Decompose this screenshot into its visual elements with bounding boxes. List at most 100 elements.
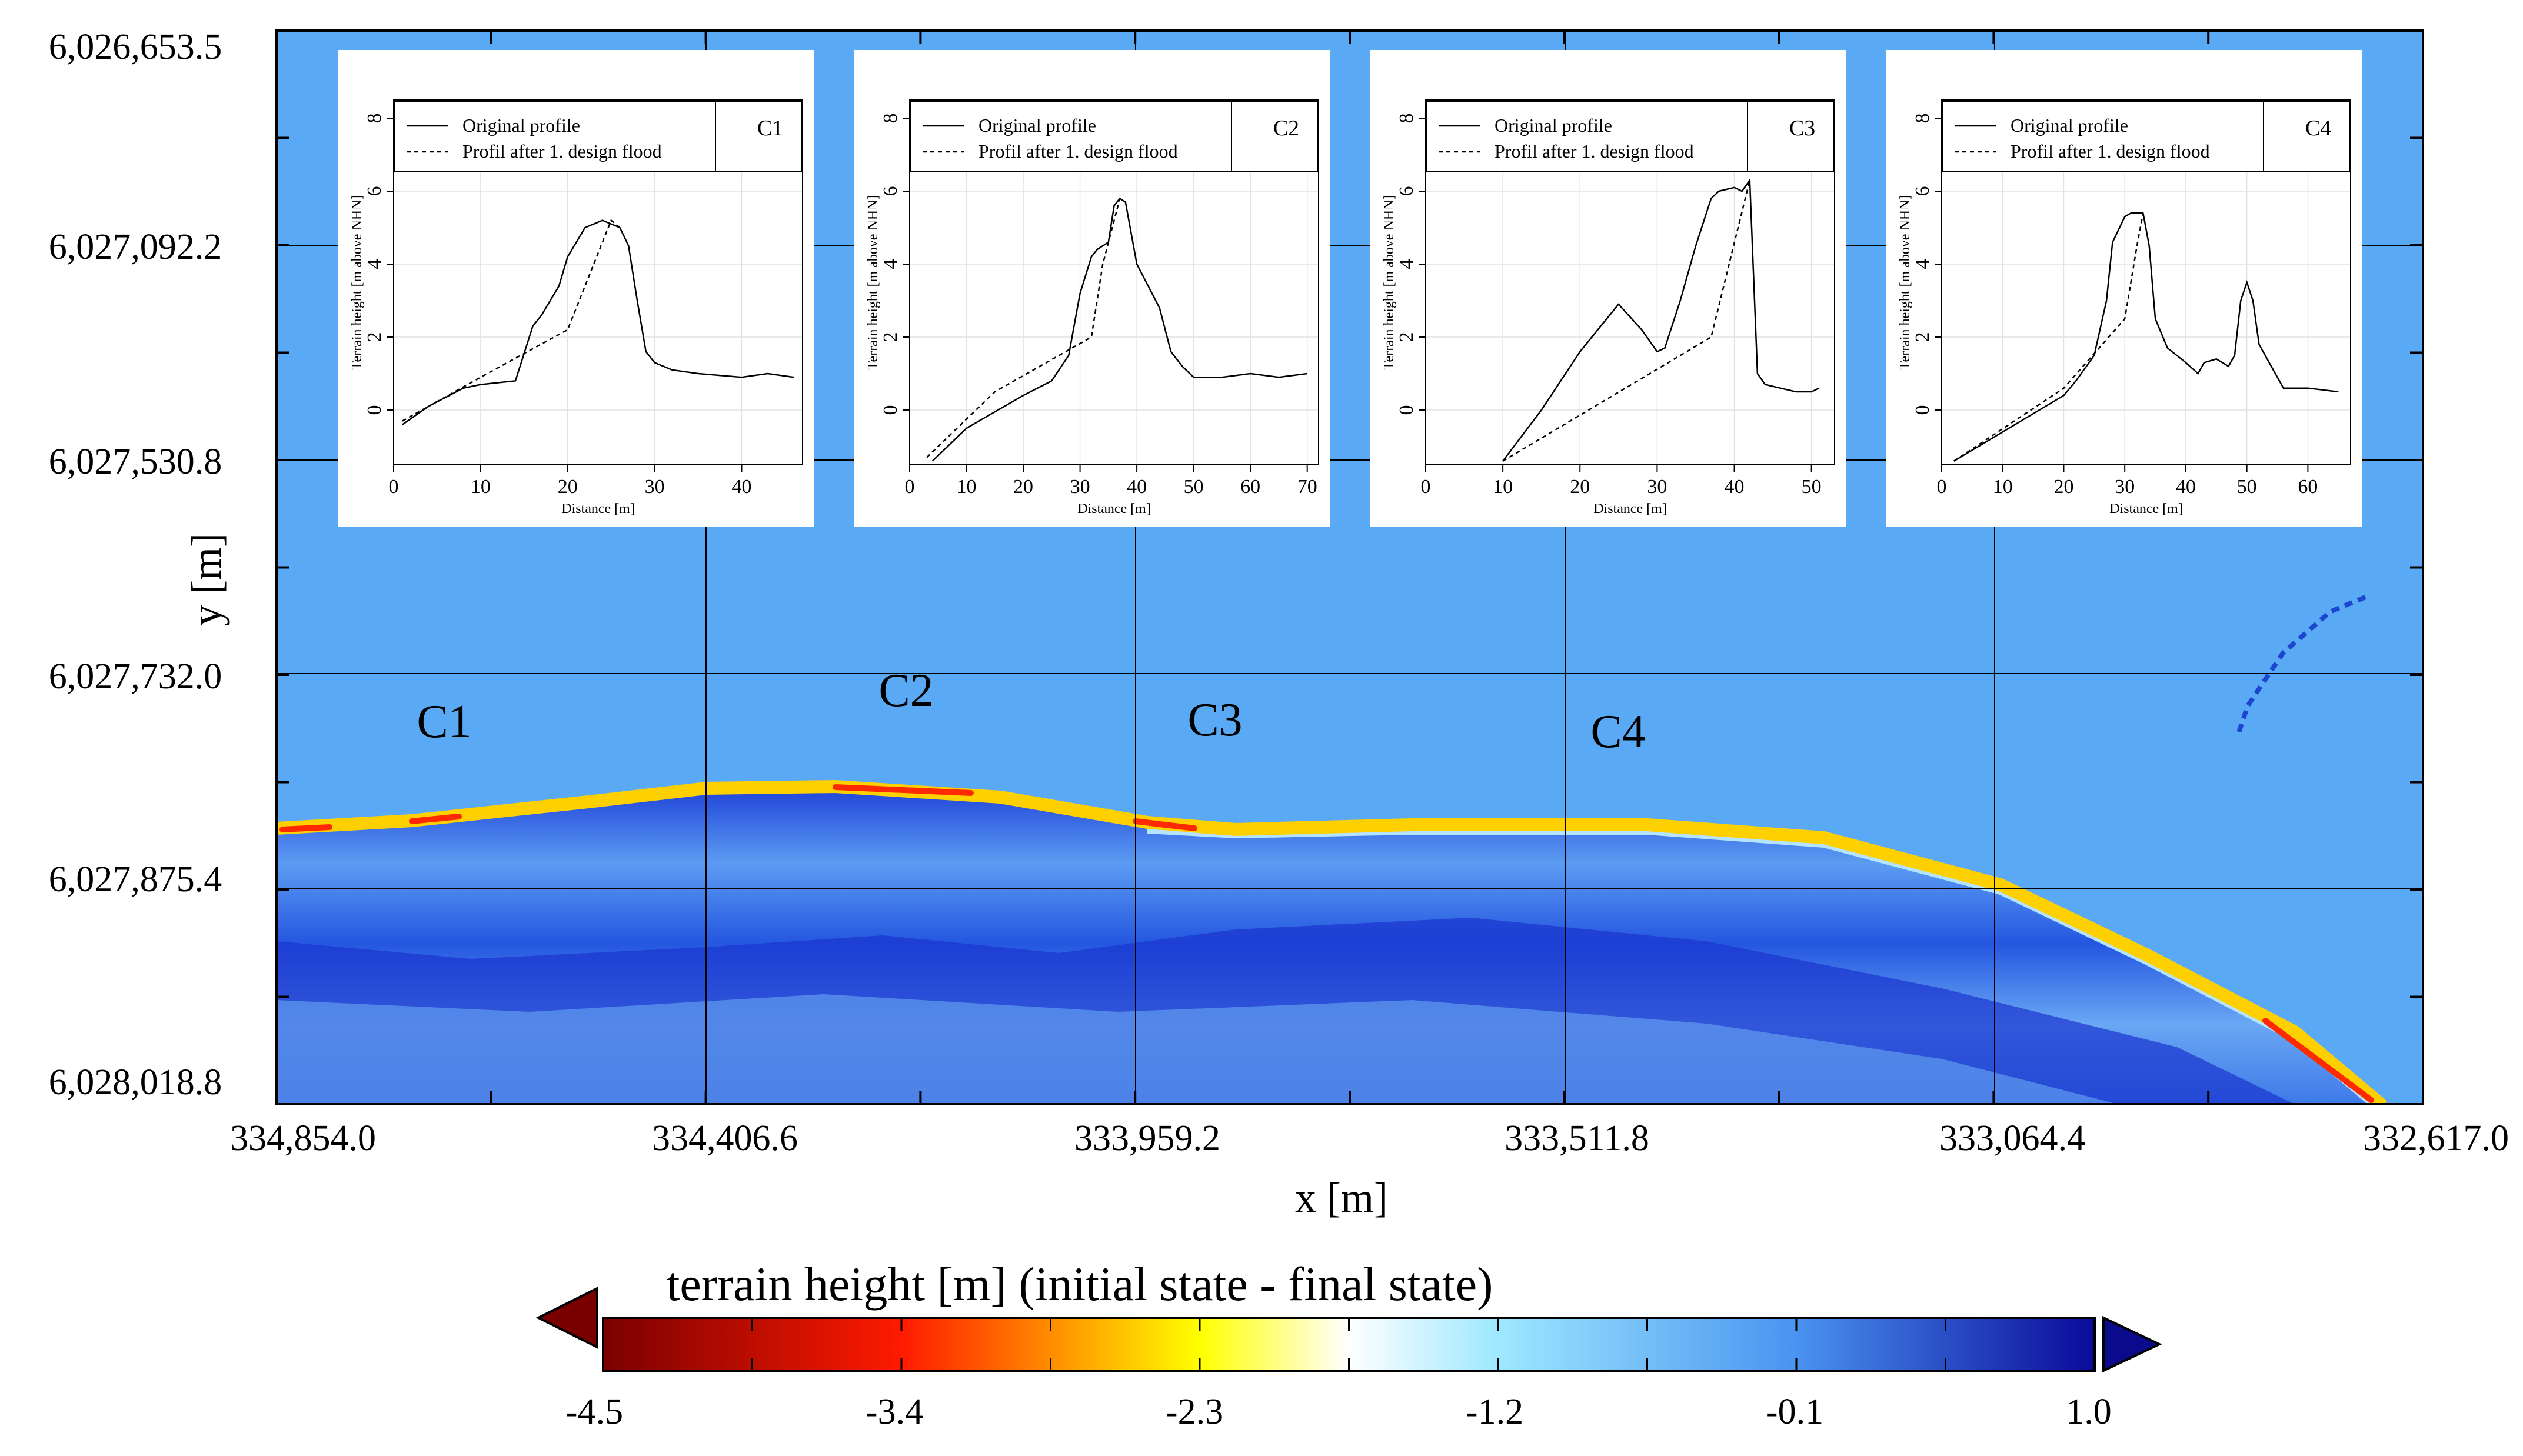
- inset-legend-label: Profil after 1. design flood: [462, 141, 662, 162]
- light-band: [277, 994, 2118, 1104]
- inset-legend-label: Original profile: [2011, 115, 2128, 136]
- inset-x-tick-label: 20: [558, 476, 578, 498]
- inset-x-tick-label: 40: [2176, 476, 2196, 498]
- erosion-yellow: [277, 779, 2388, 1104]
- inset-y-tick-label: 4: [1912, 259, 1933, 269]
- inset-y-tick-label: 8: [1396, 114, 1417, 124]
- colorbar-tick-label: 1.0: [2066, 1392, 2112, 1432]
- inset-legend-label: Profil after 1. design flood: [1495, 141, 1694, 162]
- x-tick-label: 334,406.6: [652, 1118, 798, 1158]
- annotation-c2: C2: [878, 665, 933, 717]
- inset-panel-label: C3: [1789, 116, 1815, 141]
- inset-x-tick-label: 10: [471, 476, 491, 498]
- post-flood-profile-line: [402, 219, 621, 422]
- inset-panel-label: C4: [2305, 116, 2331, 141]
- y-tick-label: 6,027,092.2: [49, 227, 222, 267]
- inset-x-axis-label: Distance [m]: [1593, 501, 1667, 517]
- y-tick-label: 6,027,732.0: [49, 657, 222, 697]
- inset-y-axis-label: Terrain height [m above NHN]: [1898, 195, 1913, 370]
- inset-x-tick-label: 30: [1070, 476, 1090, 498]
- colorbar-tick-label: -0.1: [1766, 1392, 1823, 1432]
- x-axis-title: x [m]: [1295, 1174, 1388, 1221]
- colorbar-title: terrain height [m] (initial state - fina…: [667, 1257, 1493, 1311]
- inset-panel-label: C1: [757, 116, 783, 141]
- inset-y-tick-label: 4: [364, 259, 385, 269]
- inset-x-tick-label: 60: [2298, 476, 2318, 498]
- inset-y-tick-label: 2: [1912, 332, 1933, 342]
- inset-y-axis-label: Terrain height [m above NHN]: [1382, 195, 1397, 370]
- colorbar-tick-label: -4.5: [565, 1392, 623, 1432]
- inset-plot-frame: [393, 99, 803, 465]
- inset-x-tick-label: 40: [1725, 476, 1745, 498]
- annotation-c4: C4: [1590, 706, 1645, 758]
- inset-x-tick-label: 0: [1937, 476, 1947, 498]
- inset-c1: 0 10 20 30 40 0 2 4 6 8 Distance [m] Terrain height…: [338, 50, 814, 527]
- inset-x-tick-label: 0: [389, 476, 399, 498]
- y-tick-label: 6,026,653.5: [49, 27, 222, 67]
- inset-c4: 0 10 20 30 40 50 60 0 2 4 6 8 Distance [m] Terrain he…: [1886, 50, 2362, 527]
- inset-x-tick-label: 40: [1127, 476, 1147, 498]
- inset-x-axis-label: Distance [m]: [1077, 501, 1151, 517]
- inset-c2: 0 10 20 30 40 50 60 70 0 2 4 6 8 Distance [m] Terrain …: [854, 50, 1330, 527]
- inset-y-tick-label: 8: [880, 114, 901, 124]
- inset-panel-label: C2: [1273, 116, 1299, 141]
- inset-panel-label-box: [2263, 101, 2350, 172]
- inset-x-tick-label: 0: [1421, 476, 1431, 498]
- inset-x-tick-label: 30: [2115, 476, 2135, 498]
- inset-legend-label: Original profile: [462, 115, 580, 136]
- inset-y-tick-label: 6: [1912, 186, 1933, 196]
- y-tick-label: 6,028,018.8: [49, 1062, 222, 1102]
- inset-panel-label-box: [1231, 101, 1318, 172]
- inset-legend-label: Profil after 1. design flood: [2011, 141, 2210, 162]
- inset-y-axis-label: Terrain height [m above NHN]: [866, 195, 881, 370]
- inset-y-tick-label: 0: [1396, 405, 1417, 415]
- inset-x-tick-label: 40: [731, 476, 751, 498]
- x-tick-label: 334,854.0: [230, 1118, 376, 1158]
- inset-c3: 0 10 20 30 40 50 0 2 4 6 8 Distance [m] Terrain heig…: [1370, 50, 1846, 527]
- inset-legend-label: Original profile: [978, 115, 1096, 136]
- annotation-c1: C1: [417, 696, 471, 748]
- inset-y-tick-label: 6: [880, 186, 901, 196]
- inset-x-tick-label: 20: [1013, 476, 1033, 498]
- colorbar: terrain height [m] (initial state - fina…: [535, 1257, 2162, 1432]
- inset-legend-box: [910, 101, 1232, 172]
- y-tick-label: 6,027,875.4: [49, 859, 222, 899]
- inset-y-tick-label: 0: [880, 405, 901, 415]
- original-profile-line: [1953, 212, 2339, 462]
- inset-plot-frame: [1941, 99, 2351, 465]
- inset-y-tick-label: 6: [364, 186, 385, 196]
- inset-x-tick-label: 70: [1297, 476, 1317, 498]
- profile-labels: C1 C2 C3 C4: [417, 665, 1645, 758]
- inset-y-tick-label: 2: [1396, 332, 1417, 342]
- inset-x-tick-label: 10: [957, 476, 977, 498]
- inset-x-tick-label: 50: [1802, 476, 1822, 498]
- erosion-red: [279, 784, 2374, 1103]
- inset-panel-label-box: [715, 101, 802, 172]
- inset-y-tick-label: 2: [364, 332, 385, 342]
- inset-x-axis-label: Distance [m]: [2109, 501, 2183, 517]
- inset-y-axis-label: Terrain height [m above NHN]: [350, 195, 365, 370]
- colorbar-ticks: [751, 1318, 1946, 1371]
- inset-x-tick-label: 50: [1184, 476, 1204, 498]
- inset-legend-box: [394, 101, 716, 172]
- x-tick-label: 333,511.8: [1505, 1118, 1649, 1158]
- inset-x-tick-label: 10: [1493, 476, 1513, 498]
- inset-legend-label: Profil after 1. design flood: [978, 141, 1178, 162]
- colorbar-tick-label: -3.4: [866, 1392, 923, 1432]
- post-flood-profile-line: [1953, 212, 2144, 462]
- inset-panel-label-box: [1747, 101, 1834, 172]
- inset-y-tick-label: 4: [880, 259, 901, 269]
- inset-y-tick-label: 8: [1912, 114, 1933, 124]
- inset-y-tick-label: 6: [1396, 186, 1417, 196]
- colorbar-tick-label: -2.3: [1166, 1392, 1223, 1432]
- colorbar-extend-high: [2102, 1315, 2162, 1373]
- inset-x-tick-label: 30: [645, 476, 665, 498]
- inset-legend-box: [1942, 101, 2264, 172]
- offshore-bar: [2236, 595, 2366, 734]
- colorbar-tick-label: -1.2: [1466, 1392, 1523, 1432]
- terrain-change-field: [277, 595, 2388, 1104]
- inset-x-tick-label: 30: [1647, 476, 1667, 498]
- inset-x-tick-label: 0: [905, 476, 915, 498]
- y-axis-title: y [m]: [183, 533, 230, 626]
